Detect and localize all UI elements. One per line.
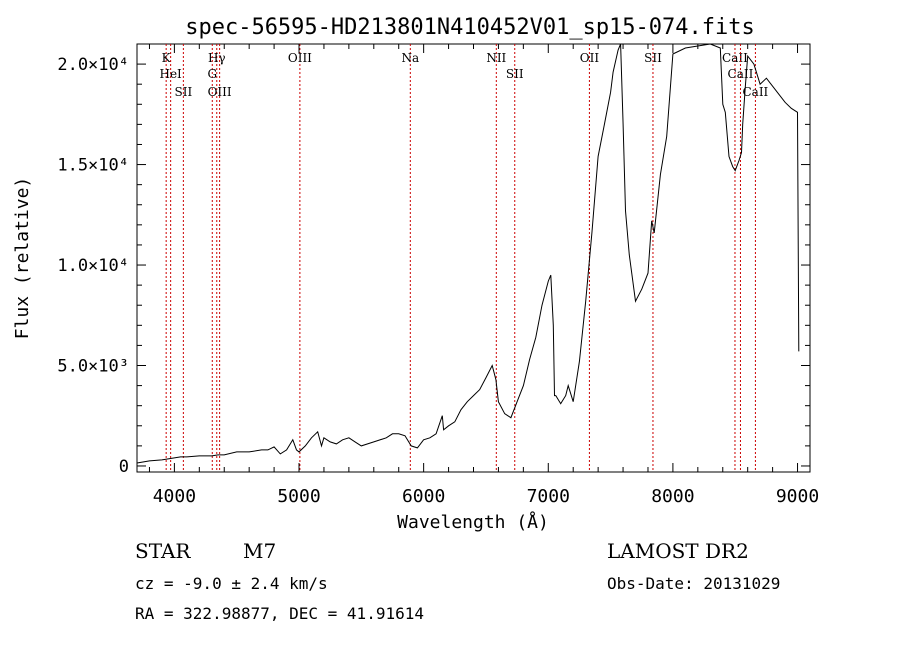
x-tick-label: 7000 bbox=[527, 486, 570, 507]
y-tick-label: 5.0×10³ bbox=[57, 357, 129, 377]
line-marker-label: CaII bbox=[728, 67, 754, 81]
line-marker-label: SII bbox=[644, 51, 662, 65]
line-marker-label: CaII bbox=[742, 85, 768, 99]
x-tick-label: 4000 bbox=[153, 486, 196, 507]
y-tick-label: 0 bbox=[119, 457, 129, 477]
redshift-text: cz = -9.0 ± 2.4 km/s bbox=[135, 574, 328, 593]
y-tick-label: 1.0×10⁴ bbox=[57, 256, 129, 276]
line-marker-label: Na bbox=[401, 51, 419, 65]
survey-name: LAMOST DR2 bbox=[607, 539, 749, 563]
y-tick-label: 2.0×10⁴ bbox=[57, 55, 129, 75]
line-marker-label: CaII bbox=[722, 51, 748, 65]
line-marker-label: SII bbox=[175, 85, 193, 99]
line-marker-label: OII bbox=[580, 51, 600, 65]
x-tick-label: 6000 bbox=[402, 486, 445, 507]
y-tick-label: 1.5×10⁴ bbox=[57, 156, 129, 176]
x-tick-label: 8000 bbox=[651, 486, 694, 507]
x-tick-label: 9000 bbox=[776, 486, 819, 507]
object-subclass: M7 bbox=[243, 539, 276, 563]
plot-frame bbox=[136, 43, 811, 473]
line-marker-label: G bbox=[207, 67, 217, 81]
line-marker-label: NII bbox=[486, 51, 506, 65]
line-marker-label: K bbox=[162, 51, 172, 65]
y-axis-label: Flux (relative) bbox=[12, 177, 33, 340]
line-marker-label: OIII bbox=[208, 85, 232, 99]
y-axis-ticks: 0 5.0×10³ 1.0×10⁴ 1.5×10⁴ 2.0×10⁴ bbox=[57, 55, 810, 477]
x-axis-label: Wavelength (Å) bbox=[397, 511, 549, 533]
line-marker-label: SII bbox=[506, 67, 524, 81]
object-class: STAR bbox=[135, 539, 191, 563]
x-tick-label: 5000 bbox=[277, 486, 320, 507]
chart-title: spec-56595-HD213801N410452V01_sp15-074.f… bbox=[185, 15, 755, 40]
line-marker-label: HeI bbox=[159, 67, 182, 81]
line-marker-label: Hγ bbox=[208, 51, 226, 65]
line-marker-label: OIII bbox=[288, 51, 312, 65]
x-axis-ticks: 4000 5000 6000 7000 8000 9000 bbox=[148, 44, 819, 507]
coordinates-text: RA = 322.98877, DEC = 41.91614 bbox=[135, 604, 424, 623]
spectrum-line bbox=[136, 43, 800, 464]
obs-date: Obs-Date: 20131029 bbox=[607, 574, 780, 593]
